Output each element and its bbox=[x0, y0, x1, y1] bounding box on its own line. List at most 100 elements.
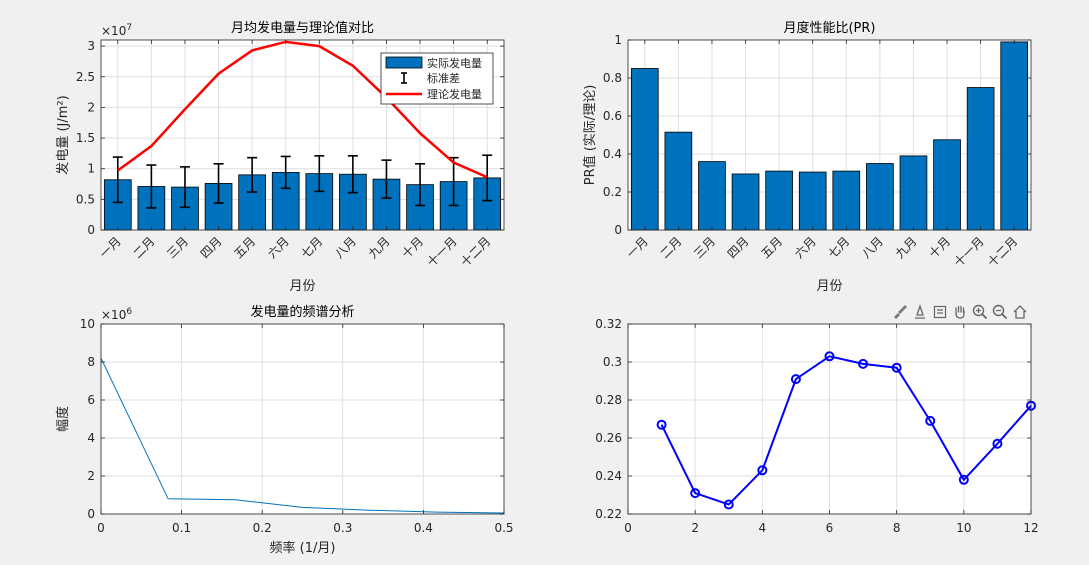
bar-十一月[interactable] bbox=[966, 87, 995, 231]
bar-十二月[interactable] bbox=[1000, 41, 1029, 231]
x-tick-label: 九月 bbox=[893, 234, 920, 261]
pan-hand-icon[interactable] bbox=[951, 303, 969, 321]
x-tick-label: 九月 bbox=[366, 234, 393, 261]
y-tick-label: 0.24 bbox=[595, 469, 622, 483]
x-tick-label: 七月 bbox=[826, 234, 853, 261]
x-tick-label: 10 bbox=[956, 521, 971, 535]
bar-五月[interactable] bbox=[765, 170, 793, 231]
data-point[interactable] bbox=[690, 488, 701, 499]
home-icon[interactable] bbox=[1011, 303, 1029, 321]
y-tick-label: 2 bbox=[87, 469, 95, 483]
series-标准差 bbox=[112, 154, 493, 209]
x-tick-label: 6 bbox=[826, 521, 834, 535]
x-tick-label: 2 bbox=[691, 521, 699, 535]
x-tick-label: 四月 bbox=[198, 234, 225, 261]
y-exponent-power: 6 bbox=[126, 307, 132, 317]
bar-九月[interactable] bbox=[372, 178, 401, 231]
x-tick-label: 十一月 bbox=[951, 234, 986, 269]
axes-toolbar bbox=[891, 302, 1029, 322]
bar-八月[interactable] bbox=[866, 163, 894, 231]
bar-十月[interactable] bbox=[933, 139, 961, 231]
y-tick-label: 0.22 bbox=[595, 507, 622, 521]
y-tick-label: 1.5 bbox=[76, 131, 95, 145]
bar-九月[interactable] bbox=[899, 155, 928, 231]
bar-四月[interactable] bbox=[731, 173, 760, 231]
y-tick-label: 1 bbox=[87, 162, 95, 176]
y-tick-label: 2 bbox=[87, 100, 95, 114]
y-tick-label: 0.6 bbox=[603, 109, 622, 123]
bar-七月[interactable] bbox=[832, 170, 861, 231]
x-tick-label: 0.3 bbox=[333, 521, 352, 535]
data-point[interactable] bbox=[723, 499, 734, 510]
x-tick-label: 八月 bbox=[332, 234, 359, 261]
y-exponent-base: ×10 bbox=[101, 308, 126, 322]
x-tick-label: 五月 bbox=[758, 234, 785, 261]
bar-一月[interactable] bbox=[630, 68, 659, 231]
data-point[interactable] bbox=[824, 351, 835, 362]
data-point[interactable] bbox=[891, 362, 902, 373]
zoom-in-icon[interactable] bbox=[971, 303, 989, 321]
x-tick-label: 十一月 bbox=[424, 234, 459, 269]
y-tick-label: 6 bbox=[87, 393, 95, 407]
legend-icon[interactable] bbox=[931, 303, 949, 321]
x-tick-label: 三月 bbox=[164, 234, 191, 261]
y-tick-label: 1 bbox=[614, 33, 622, 47]
x-axis-label: 月份 bbox=[816, 279, 842, 294]
y-tick-label: 0 bbox=[87, 507, 95, 521]
x-tick-label: 0.5 bbox=[494, 521, 513, 535]
x-tick-label: 一月 bbox=[97, 234, 124, 261]
x-tick-label: 三月 bbox=[691, 234, 718, 261]
x-tick-label: 二月 bbox=[131, 234, 158, 261]
spectrum-line bbox=[100, 357, 505, 514]
axes-box bbox=[100, 323, 505, 515]
legend-bar-swatch bbox=[385, 56, 423, 69]
y-tick-label: 0.4 bbox=[603, 147, 622, 161]
bar-二月[interactable] bbox=[664, 131, 693, 231]
y-axis-label: 幅度 bbox=[55, 406, 71, 432]
data-point[interactable] bbox=[992, 438, 1003, 449]
y-tick-label: 0.28 bbox=[595, 393, 622, 407]
bar-六月[interactable] bbox=[798, 171, 827, 231]
x-tick-label: 四月 bbox=[725, 234, 752, 261]
data-tip-icon[interactable] bbox=[911, 303, 929, 321]
x-tick-label: 8 bbox=[893, 521, 901, 535]
data-point[interactable] bbox=[790, 374, 801, 385]
bar-三月[interactable] bbox=[698, 161, 726, 231]
x-tick-label: 六月 bbox=[265, 234, 292, 261]
data-point[interactable] bbox=[757, 465, 768, 476]
x-tick-label: 0.4 bbox=[414, 521, 433, 535]
data-line bbox=[660, 355, 1032, 506]
chart-title: 月均发电量与理论值对比 bbox=[231, 20, 374, 36]
x-axis-label: 频率 (1/月) bbox=[270, 540, 336, 556]
plot-area bbox=[101, 324, 504, 514]
y-axis-label: 发电量 (J/m²) bbox=[55, 95, 71, 174]
x-tick-label: 0.1 bbox=[172, 521, 191, 535]
y-axis-label: PR值 (实际/理论) bbox=[582, 85, 598, 186]
x-tick-label: 0 bbox=[624, 521, 632, 535]
chart-title: 月度性能比(PR) bbox=[783, 20, 875, 36]
data-point[interactable] bbox=[858, 358, 869, 369]
x-axis-label: 月份 bbox=[289, 279, 315, 294]
legend-label: 标准差 bbox=[427, 71, 460, 85]
data-point[interactable] bbox=[656, 419, 667, 430]
legend-label: 实际发电量 bbox=[427, 56, 482, 70]
y-exponent-label: ×107 bbox=[101, 23, 132, 38]
x-tick-label: 五月 bbox=[231, 234, 258, 261]
y-tick-label: 0 bbox=[87, 223, 95, 237]
x-tick-label: 12 bbox=[1023, 521, 1038, 535]
y-tick-label: 0 bbox=[614, 223, 622, 237]
data-point[interactable] bbox=[958, 474, 969, 485]
y-tick-label: 4 bbox=[87, 431, 95, 445]
y-tick-label: 0.5 bbox=[76, 192, 95, 206]
data-point[interactable] bbox=[925, 415, 936, 426]
x-tick-label: 4 bbox=[759, 521, 767, 535]
series-bar bbox=[630, 41, 1029, 231]
theory-line bbox=[117, 40, 488, 179]
chart-pr: 0 0.2 0.4 0.6 0.8 1 一月 二月 三月 四月 五月 六月 七月 八月 九月 十月十一月十二月… bbox=[582, 20, 1032, 294]
brush-icon[interactable] bbox=[891, 303, 909, 321]
zoom-out-icon[interactable] bbox=[991, 303, 1009, 321]
